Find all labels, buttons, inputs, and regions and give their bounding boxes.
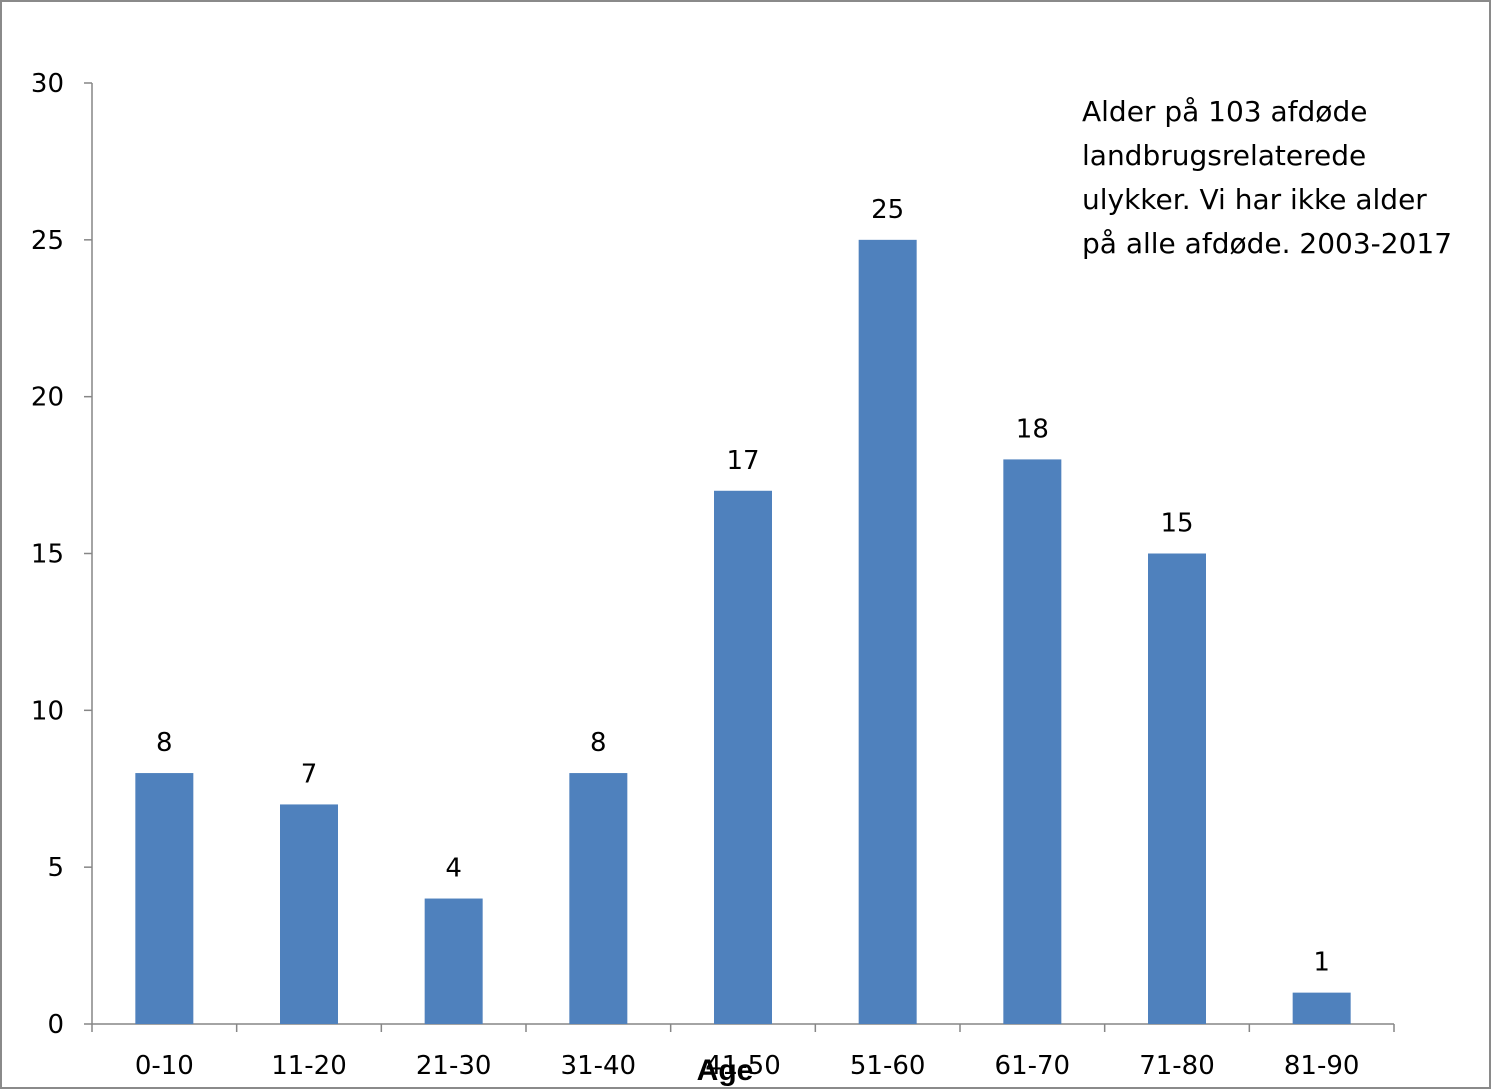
bar-71-80: [1148, 553, 1206, 1024]
y-tick-label: 20: [31, 383, 64, 413]
y-tick-label: 10: [31, 696, 64, 726]
bar-61-70: [1003, 459, 1062, 1024]
x-tick-label: 51-60: [850, 1051, 926, 1081]
data-label: 17: [726, 446, 759, 476]
data-label: 8: [590, 728, 607, 758]
x-tick-label: 41-50: [705, 1051, 781, 1081]
bar-51-60: [858, 239, 917, 1025]
bar-11-20: [280, 804, 338, 1024]
x-tick-label: 21-30: [416, 1051, 492, 1081]
x-tick-label: 11-20: [271, 1051, 347, 1081]
y-tick-label: 15: [31, 540, 64, 570]
data-label: 18: [1016, 414, 1049, 444]
data-label: 25: [871, 195, 904, 225]
bar-0-10: [135, 773, 194, 1024]
x-tick-label: 81-90: [1284, 1051, 1360, 1081]
y-tick-label: 5: [47, 853, 64, 883]
x-tick-label: 31-40: [561, 1051, 637, 1081]
bar-81-90: [1292, 992, 1351, 1024]
x-tick-label: 0-10: [135, 1051, 194, 1081]
data-label: 15: [1160, 509, 1193, 539]
y-tick-label: 30: [31, 69, 64, 99]
bar-21-30: [424, 898, 483, 1024]
bar-41-50: [714, 490, 772, 1024]
bar-31-40: [569, 773, 628, 1024]
y-tick-label: 25: [31, 226, 64, 256]
x-axis-title: Age: [697, 1054, 754, 1087]
chart-annotation: Alder på 103 afdøde landbrugsrelaterede …: [1082, 95, 1453, 260]
data-label: 1: [1313, 948, 1330, 978]
x-tick-label: 71-80: [1139, 1051, 1215, 1081]
x-tick-label: 61-70: [995, 1051, 1071, 1081]
y-tick-label: 0: [47, 1010, 64, 1040]
data-label: 7: [301, 759, 318, 789]
y-axis: 0 5 10 15 20 25 30: [31, 69, 93, 1040]
data-labels: 8 7 4 8 17 25 18 15 1: [156, 195, 1330, 978]
data-label: 8: [156, 728, 173, 758]
data-label: 4: [445, 854, 462, 884]
bars: [135, 239, 1351, 1025]
